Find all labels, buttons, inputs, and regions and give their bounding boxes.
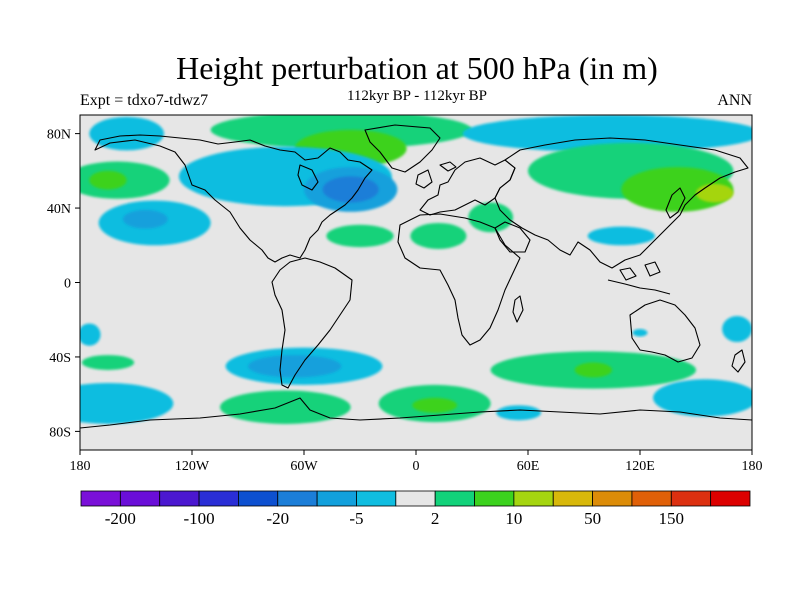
coastline-madagascar bbox=[512, 295, 524, 323]
colorbar-swatch bbox=[631, 490, 672, 507]
contour-region-13 bbox=[462, 115, 752, 153]
colorbar-swatch bbox=[434, 490, 475, 507]
colorbar-label: -200 bbox=[105, 509, 136, 528]
colorbar-label: 150 bbox=[659, 509, 685, 528]
contour-region-0 bbox=[89, 116, 164, 151]
colorbar-swatch bbox=[198, 490, 239, 507]
lat-tick-label: 40N bbox=[47, 202, 71, 217]
colorbar-swatch bbox=[592, 490, 633, 507]
colorbar-swatch bbox=[513, 490, 554, 507]
coastline-africa bbox=[397, 213, 521, 346]
colorbar-swatch bbox=[670, 490, 712, 507]
contour-region-21 bbox=[80, 383, 174, 424]
latitude-ticks: 80N 40N 0 40S 80S bbox=[47, 128, 80, 440]
contour-region-11 bbox=[410, 222, 467, 250]
colorbar-label: 2 bbox=[431, 509, 440, 528]
coastline-asia bbox=[494, 137, 749, 269]
coastline-british-isles bbox=[415, 169, 433, 189]
colorbar-swatch bbox=[238, 490, 279, 507]
season-label: ANN bbox=[717, 92, 752, 109]
lat-tick-label: 80S bbox=[49, 425, 71, 440]
colorbar-swatch bbox=[395, 490, 436, 507]
colorbar-swatch bbox=[356, 490, 397, 507]
coastline-layer bbox=[80, 124, 752, 429]
contour-region-7 bbox=[322, 176, 379, 203]
colorbar-swatch bbox=[710, 490, 751, 507]
lon-tick-label: 120E bbox=[625, 459, 655, 474]
coastline-japan bbox=[665, 187, 686, 219]
colorbar-swatch bbox=[552, 490, 593, 507]
coastline-greenland bbox=[364, 124, 441, 173]
colorbar-swatch bbox=[316, 490, 357, 507]
coastline-south-america bbox=[271, 257, 353, 389]
coastline-north-america bbox=[94, 134, 373, 263]
coastline-antarctica bbox=[80, 397, 752, 429]
contour-region-19 bbox=[80, 323, 101, 346]
lat-tick-label: 40S bbox=[49, 351, 71, 366]
colorbar: -200 -100 -20 -5 2 10 50 150 bbox=[80, 490, 751, 528]
contour-region-18 bbox=[632, 329, 648, 337]
colorbar-swatch bbox=[159, 490, 200, 507]
colorbar-label: -20 bbox=[266, 509, 289, 528]
contour-region-23 bbox=[247, 355, 342, 378]
map-title: Height perturbation at 500 hPa (in m) bbox=[176, 50, 658, 86]
contour-region-2 bbox=[89, 170, 127, 190]
contour-region-24 bbox=[220, 390, 351, 424]
colorbar-label: -5 bbox=[349, 509, 363, 528]
colorbar-swatch bbox=[80, 490, 121, 507]
contour-region-20 bbox=[81, 355, 135, 370]
longitude-ticks: 180 120W 60W 0 60E 120E 180 bbox=[70, 450, 763, 474]
contour-region-9 bbox=[122, 209, 168, 229]
colorbar-label: 50 bbox=[584, 509, 601, 528]
contour-region-31 bbox=[722, 316, 752, 343]
lon-tick-label: 60E bbox=[517, 459, 540, 474]
contour-region-16 bbox=[696, 183, 734, 203]
period-label: 112kyr BP - 112kyr BP bbox=[346, 88, 487, 104]
lon-tick-label: 120W bbox=[175, 459, 210, 474]
colorbar-swatch bbox=[119, 490, 161, 507]
contour-region-26 bbox=[412, 397, 458, 413]
experiment-label: Expt = tdxo7-tdwz7 bbox=[80, 92, 209, 109]
colorbar-label: -100 bbox=[183, 509, 214, 528]
lon-tick-label: 180 bbox=[70, 459, 91, 474]
coastline-australia bbox=[629, 299, 701, 363]
contour-region-10 bbox=[326, 224, 394, 248]
lat-tick-label: 0 bbox=[64, 277, 71, 292]
lon-tick-label: 0 bbox=[413, 459, 420, 474]
contour-region-29 bbox=[496, 405, 542, 421]
contour-region-28 bbox=[574, 362, 612, 378]
coastline-new-zealand bbox=[731, 349, 746, 373]
coastline-indonesia bbox=[607, 261, 671, 295]
colorbar-swatch bbox=[474, 490, 515, 507]
contour-region-12 bbox=[468, 202, 514, 233]
coastline-iceland bbox=[439, 161, 457, 172]
colorbar-swatch bbox=[277, 490, 318, 507]
coastline-arabia bbox=[494, 221, 531, 253]
contour-region-30 bbox=[653, 379, 752, 417]
lon-tick-label: 60W bbox=[290, 459, 318, 474]
contour-region-17 bbox=[587, 226, 655, 246]
colorbar-label: 10 bbox=[505, 509, 522, 528]
lat-tick-label: 80N bbox=[47, 128, 71, 143]
lon-tick-label: 180 bbox=[742, 459, 763, 474]
coastline-hudson-bay bbox=[297, 164, 319, 191]
